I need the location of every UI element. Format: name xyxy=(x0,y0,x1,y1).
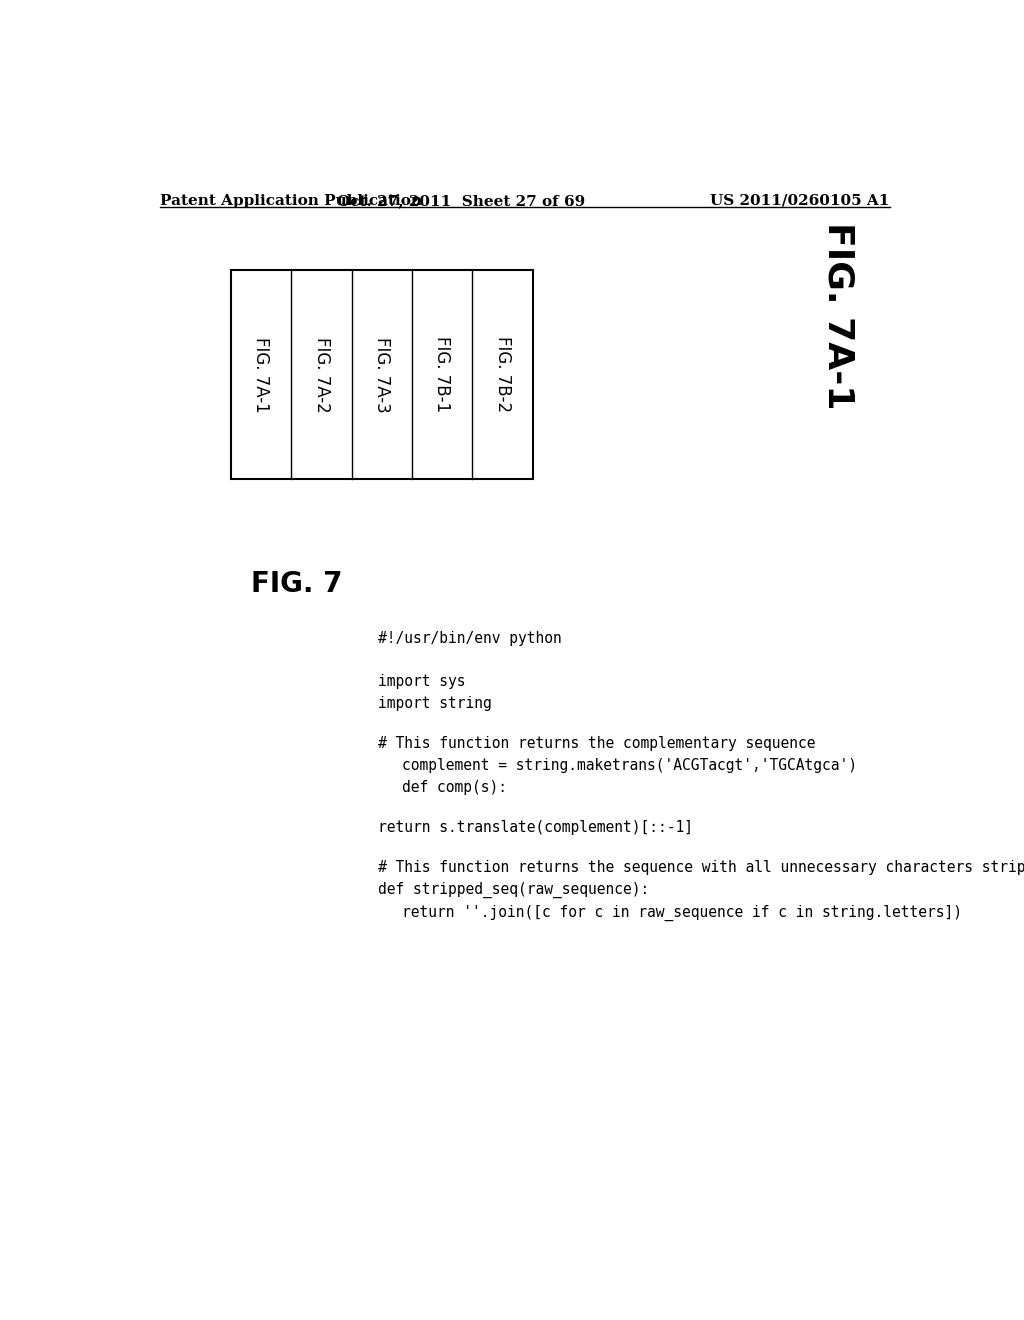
Text: Patent Application Publication: Patent Application Publication xyxy=(160,194,422,209)
Text: def comp(s):: def comp(s): xyxy=(401,780,507,796)
Text: FIG. 7A-1: FIG. 7A-1 xyxy=(821,222,855,409)
Text: # This function returns the sequence with all unnecessary characters stripped ou: # This function returns the sequence wit… xyxy=(378,859,1024,875)
Text: FIG. 7A-2: FIG. 7A-2 xyxy=(312,337,331,412)
Text: # This function returns the complementary sequence: # This function returns the complementar… xyxy=(378,735,815,751)
Text: import sys: import sys xyxy=(378,673,466,689)
Text: FIG. 7A-1: FIG. 7A-1 xyxy=(252,337,270,412)
Text: complement = string.maketrans('ACGTacgt','TGCAtgca'): complement = string.maketrans('ACGTacgt'… xyxy=(401,758,857,774)
Text: FIG. 7: FIG. 7 xyxy=(251,570,342,598)
Text: FIG. 7A-3: FIG. 7A-3 xyxy=(373,337,391,412)
Text: US 2011/0260105 A1: US 2011/0260105 A1 xyxy=(711,194,890,209)
Text: return ''.join([c for c in raw_sequence if c in string.letters]): return ''.join([c for c in raw_sequence … xyxy=(401,904,962,920)
Text: FIG. 7B-2: FIG. 7B-2 xyxy=(494,337,512,412)
Text: import string: import string xyxy=(378,696,492,711)
Text: Oct. 27, 2011  Sheet 27 of 69: Oct. 27, 2011 Sheet 27 of 69 xyxy=(337,194,586,209)
Bar xyxy=(231,271,532,479)
Text: return s.translate(complement)[::-1]: return s.translate(complement)[::-1] xyxy=(378,820,693,836)
Text: FIG. 7B-1: FIG. 7B-1 xyxy=(433,337,452,412)
Text: def stripped_seq(raw_sequence):: def stripped_seq(raw_sequence): xyxy=(378,882,649,899)
Text: #!/usr/bin/env python: #!/usr/bin/env python xyxy=(378,631,562,645)
